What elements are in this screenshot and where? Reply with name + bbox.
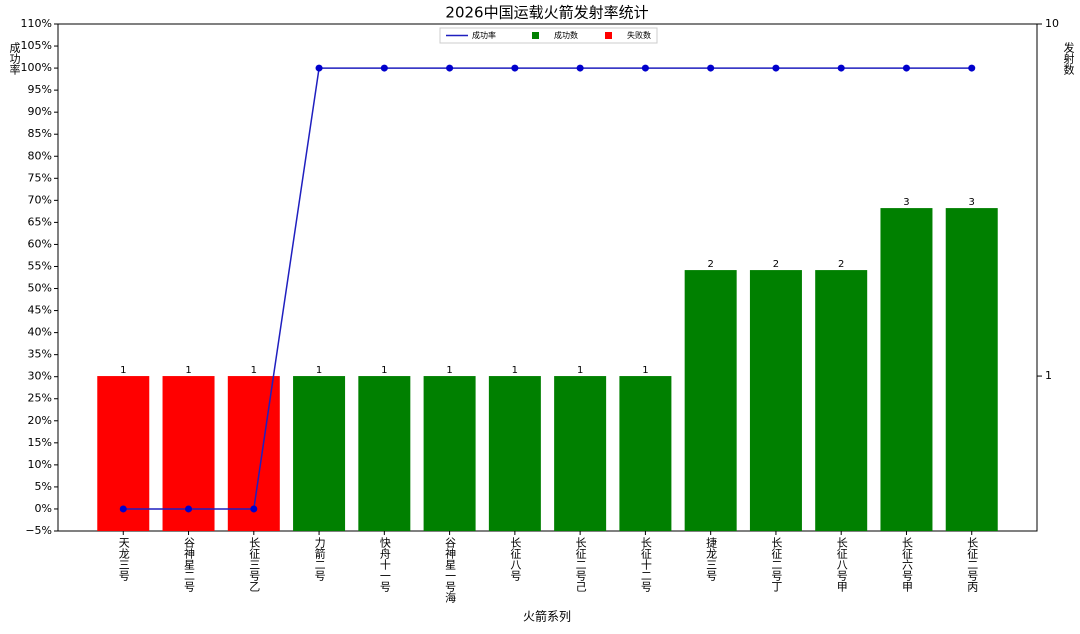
y-tick-label: 0% bbox=[35, 502, 52, 515]
x-tick-label: 长征三号乙 bbox=[248, 537, 261, 592]
point bbox=[837, 64, 845, 72]
y-tick-label: 100% bbox=[21, 61, 52, 74]
y-tick-label: 75% bbox=[28, 171, 52, 184]
point bbox=[902, 64, 910, 72]
bar bbox=[880, 208, 933, 531]
y-tick-label: 60% bbox=[28, 237, 52, 250]
y-tick-label: 65% bbox=[28, 215, 52, 228]
x-axis-label: 火箭系列 bbox=[523, 609, 571, 624]
x-tick-label: 谷神星一号海 bbox=[444, 537, 457, 604]
x-tick-label: 长征六号甲 bbox=[900, 537, 913, 592]
bar-value-label: 3 bbox=[903, 197, 909, 208]
y-tick-label: 10% bbox=[28, 458, 52, 471]
bar bbox=[162, 376, 215, 531]
x-tick-label: 长征八号 bbox=[509, 537, 522, 582]
y-tick-label: 20% bbox=[28, 414, 52, 427]
legend-box bbox=[439, 27, 658, 44]
bar-value-label: 1 bbox=[642, 365, 648, 376]
bar-value-label: 1 bbox=[512, 365, 518, 376]
y-tick-label: 25% bbox=[28, 392, 52, 405]
bar bbox=[293, 376, 346, 531]
bar bbox=[358, 376, 411, 531]
bar-value-label: 1 bbox=[120, 365, 126, 376]
y-tick-label: 15% bbox=[28, 436, 52, 449]
y-tick-label: 30% bbox=[28, 370, 52, 383]
x-tick-label: 长征十二号 bbox=[639, 537, 652, 593]
bar-value-label: 1 bbox=[185, 365, 191, 376]
x-tick-label: 捷龙三号 bbox=[705, 536, 718, 582]
y-tick-label: 45% bbox=[28, 304, 52, 317]
point bbox=[315, 64, 323, 72]
x-tick-label: 快舟十一号 bbox=[378, 537, 391, 593]
bar-value-label: 1 bbox=[316, 365, 322, 376]
bar bbox=[97, 376, 150, 531]
point bbox=[641, 64, 649, 72]
y-tick-label: 85% bbox=[28, 127, 52, 140]
point bbox=[576, 64, 584, 72]
bar bbox=[815, 270, 868, 531]
x-tick-label: 谷神星二号 bbox=[183, 537, 196, 593]
y-tick-label: 80% bbox=[28, 149, 52, 162]
x-tick-label: 力箭二号 bbox=[313, 537, 326, 582]
y-tick-label: −5% bbox=[25, 524, 52, 537]
bar-value-label: 1 bbox=[251, 365, 257, 376]
legend-label: 成功数 bbox=[554, 30, 578, 40]
bar bbox=[945, 208, 998, 531]
y-tick-label: 40% bbox=[28, 326, 52, 339]
bar bbox=[488, 376, 541, 531]
y-tick-label: 90% bbox=[28, 105, 52, 118]
bar bbox=[684, 270, 737, 531]
legend-label: 成功率 bbox=[472, 30, 496, 40]
legend-swatch bbox=[605, 32, 612, 39]
y-tick-label: 55% bbox=[28, 259, 52, 272]
bar-value-label: 2 bbox=[838, 259, 844, 270]
x-tick-label: 长征二号丙 bbox=[966, 537, 979, 593]
bar-value-label: 1 bbox=[381, 365, 387, 376]
bar bbox=[749, 270, 802, 531]
point bbox=[119, 505, 127, 513]
bar-value-label: 2 bbox=[773, 259, 779, 270]
y2-tick-label: 1 bbox=[1045, 369, 1052, 382]
bar-value-label: 2 bbox=[707, 259, 713, 270]
y-tick-label: 95% bbox=[28, 83, 52, 96]
x-tick-label: 长征八号甲 bbox=[835, 537, 848, 592]
point bbox=[772, 64, 780, 72]
bar bbox=[423, 376, 476, 531]
y-tick-label: 5% bbox=[35, 480, 52, 493]
bar-value-label: 1 bbox=[577, 365, 583, 376]
bar bbox=[554, 376, 607, 531]
y-tick-label: 70% bbox=[28, 193, 52, 206]
y2-axis-label: 发射数 bbox=[1062, 41, 1075, 76]
x-tick-label: 长征二号丁 bbox=[770, 537, 783, 592]
y2-tick-label: 10 bbox=[1045, 17, 1059, 30]
y-tick-label: 50% bbox=[28, 282, 52, 295]
point bbox=[511, 64, 519, 72]
point bbox=[446, 64, 454, 72]
bar-value-label: 3 bbox=[969, 197, 975, 208]
point bbox=[707, 64, 715, 72]
bar bbox=[619, 376, 672, 531]
y-axis-label: 成功率 bbox=[8, 42, 21, 76]
y-tick-label: 35% bbox=[28, 348, 52, 361]
legend-label: 失败数 bbox=[627, 30, 651, 40]
y-tick-label: 110% bbox=[21, 17, 52, 30]
bar-value-label: 1 bbox=[446, 365, 452, 376]
x-tick-label: 天龙三号 bbox=[117, 537, 130, 582]
point bbox=[968, 64, 976, 72]
line bbox=[123, 67, 972, 510]
plot-frame bbox=[57, 23, 1038, 532]
legend-swatch bbox=[532, 32, 539, 39]
chart-title: 2026中国运载火箭发射率统计 bbox=[445, 4, 648, 22]
y-tick-label: 105% bbox=[21, 39, 52, 52]
x-tick-label: 长征二号己 bbox=[574, 537, 587, 592]
point bbox=[185, 505, 193, 513]
point bbox=[380, 64, 388, 72]
point bbox=[250, 505, 258, 513]
